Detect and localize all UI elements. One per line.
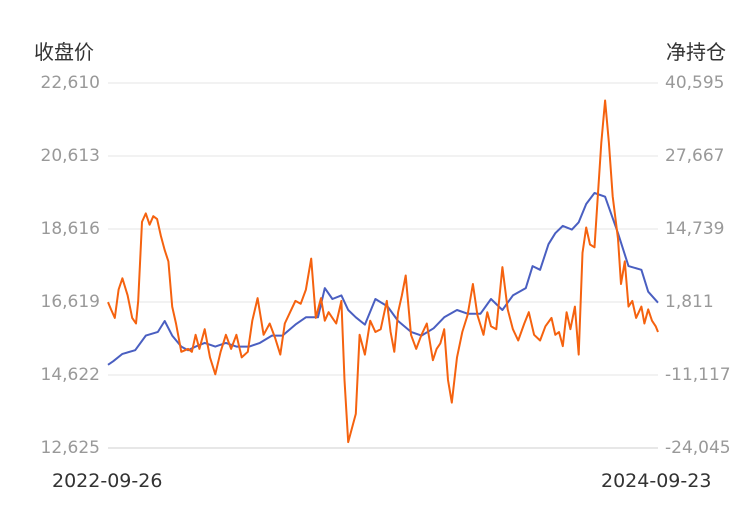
left-y-tick: 14,622: [40, 365, 100, 385]
left-y-tick: 20,613: [40, 146, 100, 166]
left-y-tick: 12,625: [40, 438, 100, 458]
right-axis-title: 净持仓: [666, 40, 726, 64]
right-y-tick: 14,739: [665, 219, 725, 239]
x-tick-end: 2024-09-23: [601, 470, 712, 492]
series-line-close-price: [107, 192, 659, 366]
series-line-net-position: [107, 99, 659, 444]
left-axis-title: 收盘价: [34, 40, 94, 64]
left-y-tick: 22,610: [40, 73, 100, 93]
right-y-tick: 27,667: [665, 146, 725, 166]
left-y-tick: 16,619: [40, 292, 100, 312]
right-y-tick: 40,595: [665, 73, 725, 93]
left-y-tick: 18,616: [40, 219, 100, 239]
right-y-tick: 1,811: [665, 292, 714, 312]
right-y-tick: -24,045: [665, 438, 731, 458]
x-tick-start: 2022-09-26: [52, 470, 163, 492]
right-y-tick: -11,117: [665, 365, 731, 385]
